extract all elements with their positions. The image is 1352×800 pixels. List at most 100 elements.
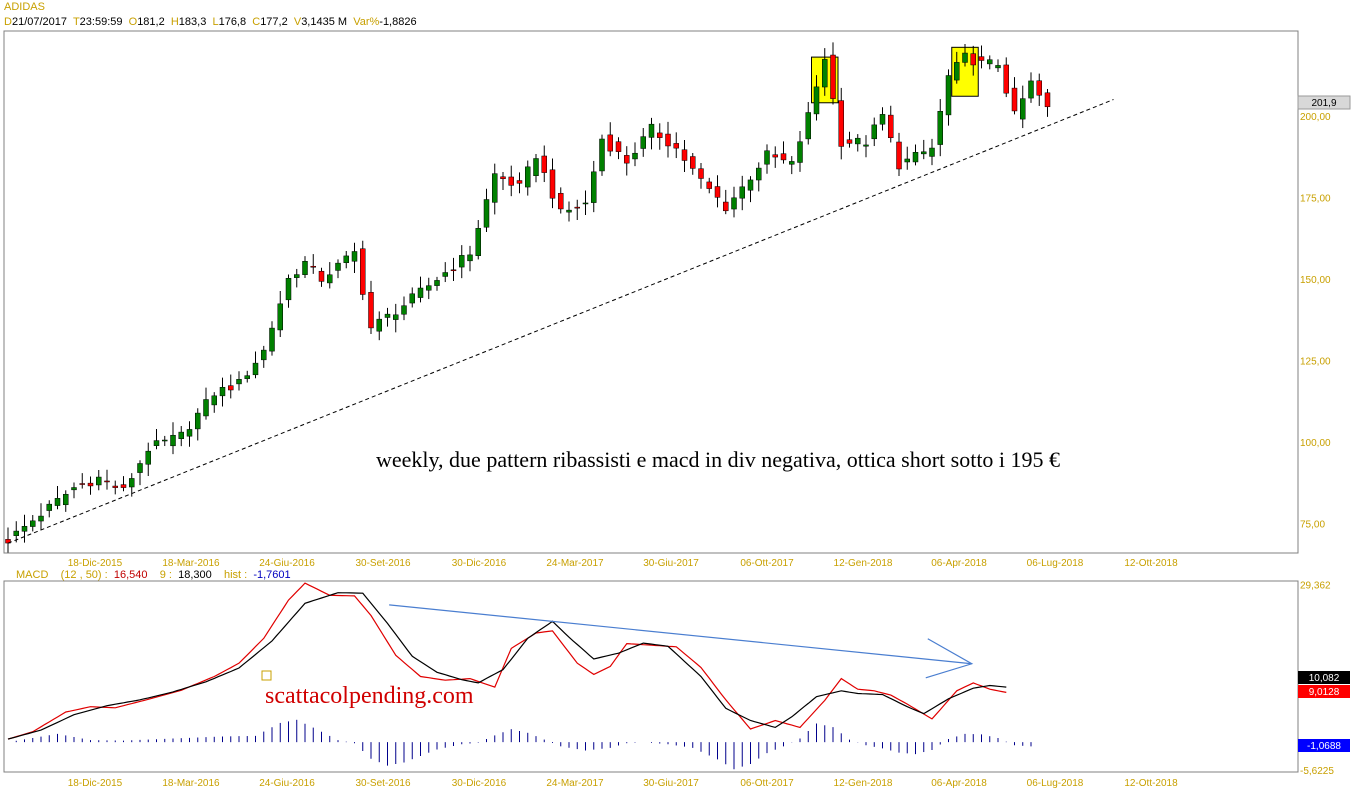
candle-body <box>112 485 118 488</box>
candle-body <box>417 287 424 298</box>
candle-body <box>186 429 193 437</box>
x-tick-label: 30-Giu-2017 <box>643 778 699 789</box>
price-candle <box>582 190 589 216</box>
candle-body <box>582 202 589 205</box>
price-candle <box>921 139 927 160</box>
price-candle <box>467 245 473 272</box>
price-candle <box>681 140 688 173</box>
price-candle <box>615 137 622 160</box>
price-candle <box>632 142 638 167</box>
x-tick-label: 18-Dic-2015 <box>68 558 123 569</box>
price-candle <box>566 201 572 222</box>
candle-body <box>566 209 572 213</box>
macd-y-tick: -5,6225 <box>1300 766 1334 777</box>
price-candle <box>475 220 481 260</box>
price-candle <box>574 199 580 220</box>
candle-body <box>46 503 52 511</box>
x-tick-label: 12-Ott-2018 <box>1124 558 1178 569</box>
macd-header: MACD (12 , 50) : 16,540 9 : 18,300 hist … <box>16 569 291 581</box>
price-candle <box>863 135 869 158</box>
price-candle <box>607 122 613 157</box>
candle-body <box>1044 92 1051 108</box>
macd-value-badge: 10,082 <box>1298 671 1350 684</box>
candle-body <box>739 186 745 199</box>
price-candle <box>995 59 1001 73</box>
price-candle <box>129 473 135 497</box>
candle-body <box>310 265 316 268</box>
macd-y-axis: 29,362 -5,6225 <box>1300 580 1334 777</box>
candle-body <box>970 53 976 66</box>
x-tick-label: 30-Set-2016 <box>355 558 410 569</box>
candle-body <box>987 59 993 65</box>
price-candle <box>739 175 745 211</box>
candle-body <box>244 375 250 379</box>
price-candle <box>533 153 539 183</box>
candle-body <box>525 166 531 188</box>
price-candle <box>673 132 679 159</box>
macd-histogram <box>15 719 1032 770</box>
price-candle <box>87 476 94 495</box>
price-y-tick: 150,00 <box>1300 275 1331 286</box>
price-y-axis: 75,00 100,00 125,00 150,00 175,00 200,00 <box>1300 112 1331 531</box>
price-candle <box>71 482 77 499</box>
price-candle <box>962 44 968 67</box>
candle-body <box>846 139 853 144</box>
candle-body <box>855 137 861 145</box>
price-candle <box>277 290 283 338</box>
price-x-axis: 18-Dic-2015 18-Mar-2016 24-Giu-2016 30-Set-… <box>68 558 1178 569</box>
candle-body <box>822 59 828 88</box>
candle-body <box>120 484 127 488</box>
x-tick-label: 24-Mar-2017 <box>546 558 604 569</box>
price-y-tick: 175,00 <box>1300 193 1331 204</box>
candle-body <box>450 269 457 272</box>
price-candle <box>888 105 894 143</box>
price-candle <box>871 117 877 147</box>
price-candle <box>706 177 712 194</box>
candle-body <box>1003 64 1009 94</box>
candle-body <box>640 136 646 149</box>
candle-body <box>508 176 514 186</box>
candle-body <box>162 439 168 442</box>
signal-value-badge: 9,0128 <box>1298 685 1350 698</box>
price-candle <box>153 428 160 450</box>
price-candle <box>46 500 52 518</box>
candle-body <box>888 114 894 139</box>
candle-body <box>252 362 259 376</box>
price-candle <box>970 45 976 76</box>
price-candle <box>483 188 490 232</box>
candle-body <box>442 272 448 277</box>
price-candle <box>1020 85 1026 129</box>
candle-body <box>945 75 952 116</box>
svg-text:-1,0688: -1,0688 <box>1307 741 1341 752</box>
candle-body <box>995 65 1001 69</box>
candle-body <box>805 112 811 140</box>
candle-body <box>723 201 729 212</box>
price-candle <box>797 130 803 172</box>
candle-body <box>937 111 943 145</box>
candle-body <box>500 176 506 180</box>
price-candle <box>648 117 655 150</box>
price-candle <box>236 371 242 391</box>
candle-body <box>434 280 440 286</box>
candle-body <box>1036 80 1042 96</box>
price-candle <box>541 145 547 183</box>
x-tick-label: 30-Giu-2017 <box>643 558 699 569</box>
price-candle <box>1028 72 1034 103</box>
price-candle <box>929 138 935 166</box>
price-candle <box>830 42 836 105</box>
price-candle <box>426 277 432 300</box>
candle-body <box>153 440 160 446</box>
price-candles <box>5 42 1051 553</box>
candle-body <box>335 262 341 271</box>
candle-body <box>351 251 358 262</box>
candle-body <box>401 305 407 315</box>
price-candle <box>516 172 523 194</box>
price-candle <box>186 421 193 447</box>
price-candle <box>789 156 795 175</box>
x-tick-label: 06-Ott-2017 <box>740 558 794 569</box>
price-candle <box>30 515 36 532</box>
price-candle <box>846 131 853 148</box>
candle-body <box>409 293 415 304</box>
candle-body <box>549 169 556 199</box>
candle-body <box>30 520 36 527</box>
